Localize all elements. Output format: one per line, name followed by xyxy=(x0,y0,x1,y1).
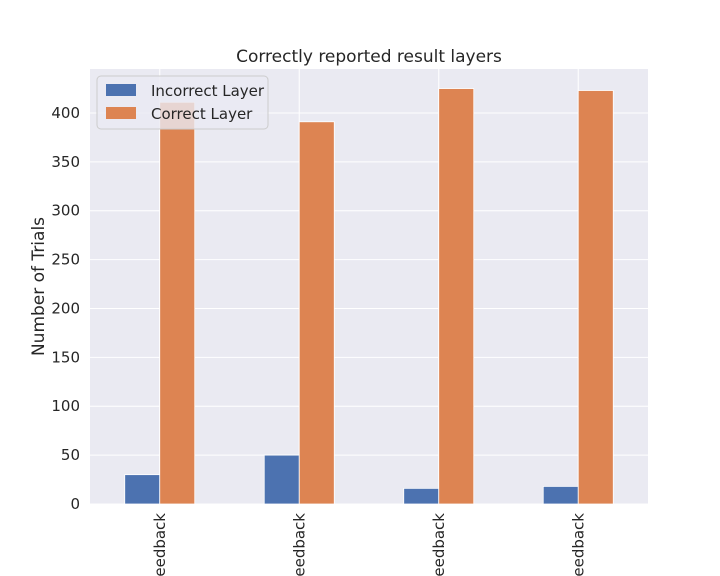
y-axis-ticks: 0 50 100 150 200 250 300 350 400 xyxy=(51,104,80,513)
x-tick-label: eedback xyxy=(430,513,448,576)
bar-correct-layer xyxy=(159,101,196,505)
legend-frame xyxy=(96,75,269,130)
legend-label: Correct Layer xyxy=(151,105,253,123)
bar-incorrect-layer xyxy=(263,454,300,505)
legend-swatch xyxy=(106,84,136,96)
y-tick-label: 400 xyxy=(51,104,80,122)
y-tick-label: 350 xyxy=(51,153,80,171)
legend: Incorrect Layer Correct Layer xyxy=(96,75,269,130)
bar-correct-layer xyxy=(438,88,475,505)
x-tick-label: eedback xyxy=(151,513,169,576)
bars xyxy=(124,88,614,505)
chart-title: Correctly reported result layers xyxy=(236,47,502,67)
bar-incorrect-layer xyxy=(124,474,161,505)
legend-swatch xyxy=(106,107,136,119)
x-tick-label: eedback xyxy=(569,513,587,576)
bar-correct-layer xyxy=(577,90,614,505)
bar-incorrect-layer xyxy=(403,487,440,505)
y-tick-label: 0 xyxy=(70,495,80,513)
y-axis-label: Number of Trials xyxy=(29,217,49,356)
legend-label: Incorrect Layer xyxy=(151,82,265,100)
y-tick-label: 300 xyxy=(51,202,80,220)
x-axis-ticks: eedback eedback eedback eedback xyxy=(151,513,588,576)
y-tick-label: 150 xyxy=(51,348,80,366)
x-tick-label: eedback xyxy=(290,513,308,576)
y-tick-label: 50 xyxy=(61,446,80,464)
bar-correct-layer xyxy=(298,121,335,505)
y-tick-label: 250 xyxy=(51,251,80,269)
y-tick-label: 200 xyxy=(51,299,80,317)
bar-incorrect-layer xyxy=(542,486,579,505)
y-tick-label: 100 xyxy=(51,397,80,415)
